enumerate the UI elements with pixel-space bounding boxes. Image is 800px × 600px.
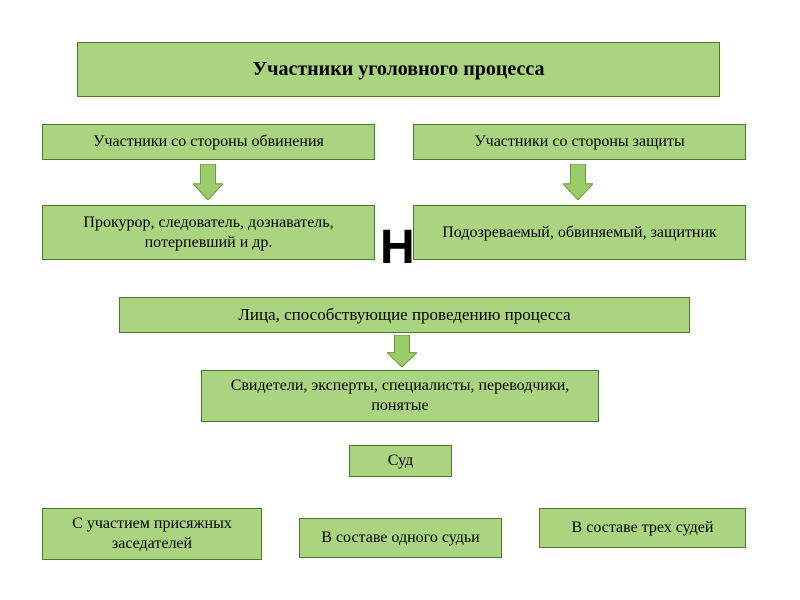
assisting-header-label: Лица, способствующие проведению процесса — [238, 304, 570, 325]
jury-label: С участием присяжных заседателей — [53, 514, 251, 554]
prosecution-detail-box: Прокурор, следователь, дознаватель, поте… — [42, 205, 375, 260]
court-box: Суд — [349, 445, 452, 477]
arrow-defense — [563, 164, 593, 200]
three-judges-box: В составе трех судей — [539, 508, 746, 548]
title-box: Участники уголовного процесса — [77, 42, 720, 97]
arrow-prosecution — [193, 164, 223, 200]
three-judges-label: В составе трех судей — [572, 518, 714, 538]
defense-header-box: Участники со стороны защиты — [413, 124, 746, 160]
assisting-header-box: Лица, способствующие проведению процесса — [119, 297, 690, 333]
court-label: Суд — [388, 451, 413, 471]
jury-box: С участием присяжных заседателей — [42, 508, 262, 560]
prosecution-header-label: Участники со стороны обвинения — [93, 132, 324, 152]
title-label: Участники уголовного процесса — [253, 57, 545, 82]
one-judge-box: В составе одного судьи — [299, 518, 502, 558]
prosecution-detail-label: Прокурор, следователь, дознаватель, поте… — [53, 213, 364, 253]
assisting-detail-box: Свидетели, эксперты, специалисты, перево… — [201, 370, 599, 422]
assisting-detail-label: Свидетели, эксперты, специалисты, перево… — [212, 376, 588, 416]
defense-detail-label: Подозреваемый, обвиняемый, защитник — [442, 223, 717, 243]
arrow-assist — [387, 335, 417, 367]
defense-header-label: Участники со стороны защиты — [474, 132, 684, 152]
bg-text-content: Н — [380, 221, 415, 274]
background-text-fragment: Н — [380, 220, 415, 275]
defense-detail-box: Подозреваемый, обвиняемый, защитник — [413, 205, 746, 260]
prosecution-header-box: Участники со стороны обвинения — [42, 124, 375, 160]
one-judge-label: В составе одного судьи — [321, 528, 479, 548]
